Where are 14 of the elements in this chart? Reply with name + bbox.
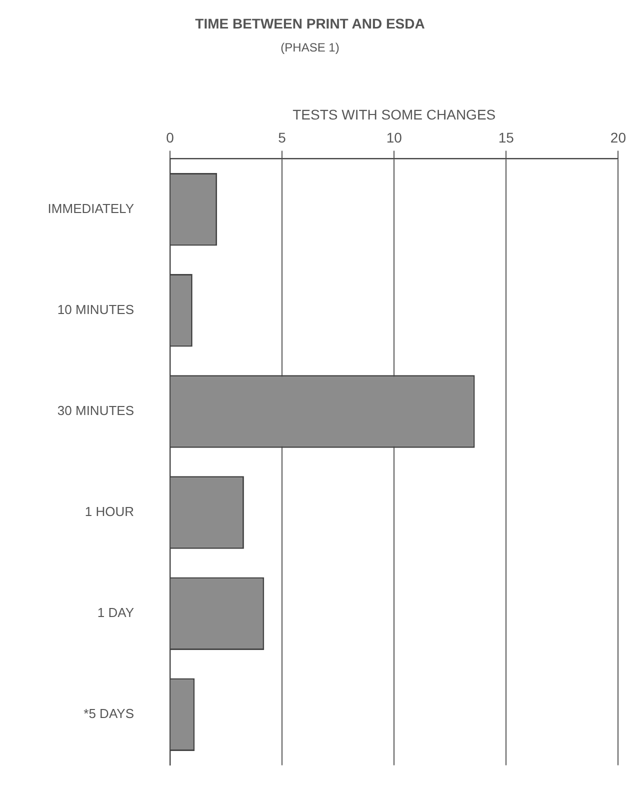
- y-tick-label: *5 DAYS: [84, 706, 134, 722]
- chart-subtitle: (PHASE 1): [280, 40, 340, 54]
- x-tick-label: 15: [498, 129, 514, 146]
- x-tick-label: 20: [610, 129, 626, 146]
- y-tick-label: 30 MINUTES: [57, 403, 134, 418]
- x-tick-label: 10: [386, 129, 402, 146]
- x-tick-label: 5: [278, 129, 286, 146]
- x-axis-title: TESTS WITH SOME CHANGES: [292, 106, 496, 122]
- y-tick-label: 1 HOUR: [84, 504, 134, 520]
- chart-title: TIME BETWEEN PRINT AND ESDA: [195, 15, 425, 32]
- y-tick-label: IMMEDIATELY: [48, 200, 134, 216]
- x-tick-label: 0: [166, 129, 174, 146]
- y-tick-label: 10 MINUTES: [57, 302, 134, 317]
- y-tick-label: 1 DAY: [97, 605, 134, 620]
